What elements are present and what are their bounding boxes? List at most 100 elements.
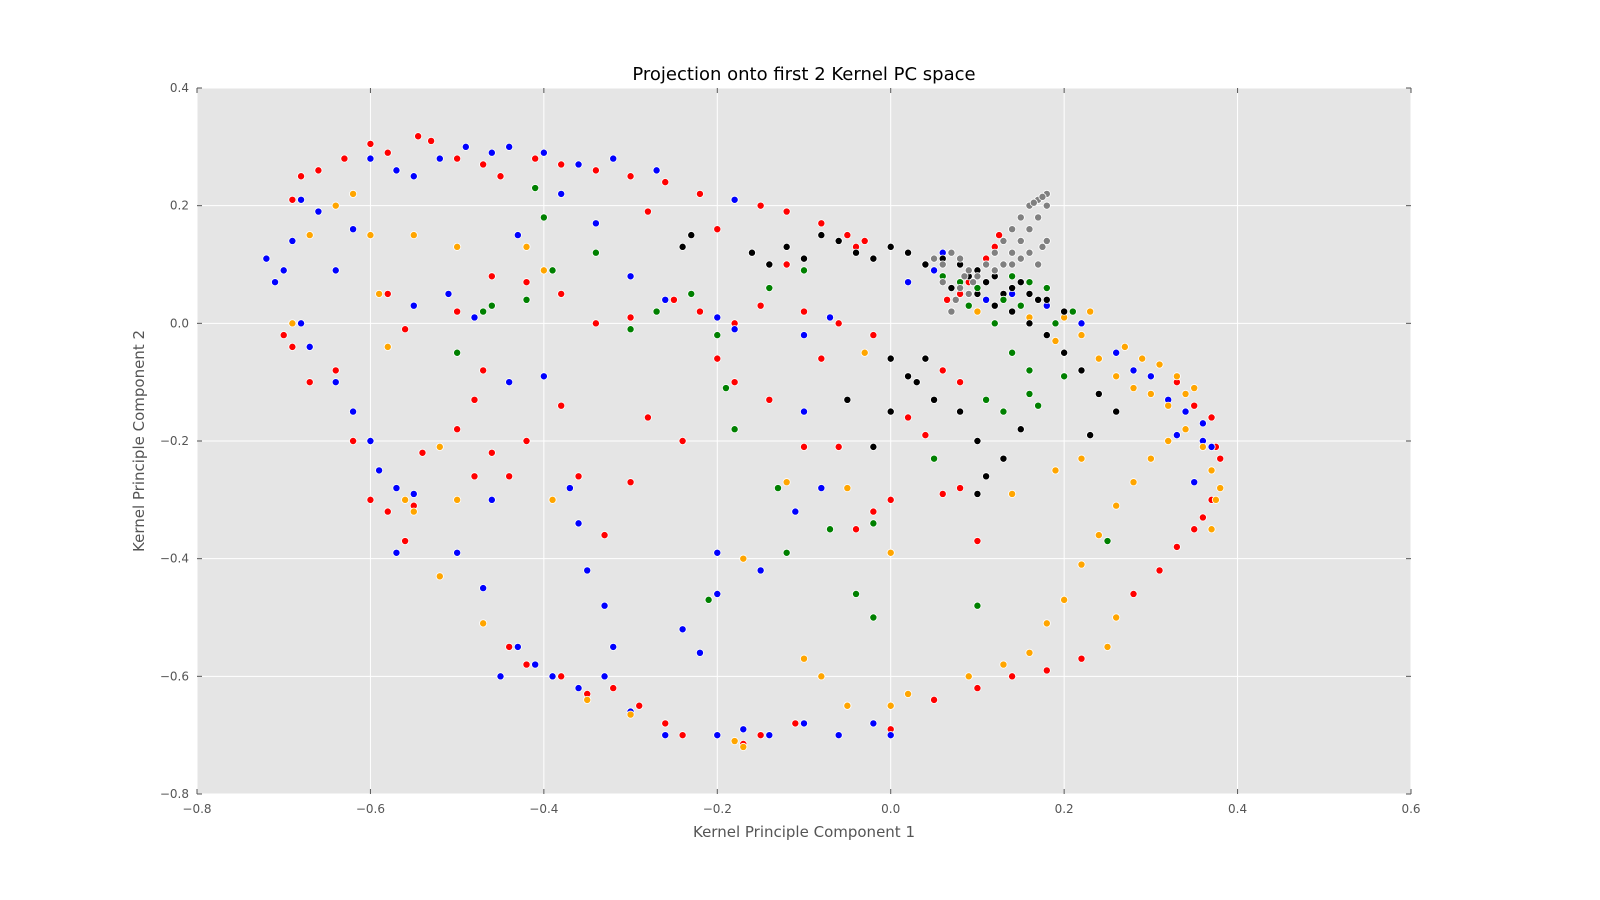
scatter-point: [1112, 501, 1121, 510]
scatter-point: [288, 195, 297, 204]
scatter-point: [782, 548, 791, 557]
scatter-point: [678, 242, 687, 251]
scatter-point: [1207, 466, 1216, 475]
scatter-point: [1172, 542, 1181, 551]
scatter-point: [1060, 595, 1069, 604]
scatter-point: [453, 307, 462, 316]
scatter-point: [349, 189, 358, 198]
scatter-point: [1112, 613, 1121, 622]
scatter-point: [1042, 295, 1051, 304]
scatter-point: [539, 372, 548, 381]
scatter-point: [461, 142, 470, 151]
scatter-point: [1042, 619, 1051, 628]
scatter-point: [782, 260, 791, 269]
scatter-point: [661, 731, 670, 740]
scatter-point: [973, 307, 982, 316]
scatter-point: [297, 172, 306, 181]
scatter-point: [973, 684, 982, 693]
scatter-point: [956, 284, 965, 293]
scatter-point: [951, 295, 960, 304]
scatter-point: [843, 484, 852, 493]
scatter-point: [943, 295, 952, 304]
scatter-point: [557, 672, 566, 681]
scatter-point: [643, 207, 652, 216]
scatter-point: [817, 484, 826, 493]
scatter-point: [531, 184, 540, 193]
scatter-point: [626, 272, 635, 281]
scatter-point: [713, 589, 722, 598]
scatter-point: [999, 260, 1008, 269]
scatter-point: [921, 260, 930, 269]
scatter-point: [1077, 331, 1086, 340]
scatter-point: [834, 731, 843, 740]
scatter-point: [314, 207, 323, 216]
scatter-point: [1051, 336, 1060, 345]
scatter-point: [956, 378, 965, 387]
scatter-point: [869, 507, 878, 516]
scatter-point: [730, 195, 739, 204]
scatter-point: [695, 189, 704, 198]
scatter-point: [1008, 225, 1017, 234]
scatter-point: [522, 242, 531, 251]
scatter-point: [583, 695, 592, 704]
scatter-point: [383, 289, 392, 298]
scatter-point: [331, 366, 340, 375]
scatter-point: [756, 566, 765, 575]
scatter-point: [661, 295, 670, 304]
scatter-point: [843, 231, 852, 240]
scatter-point: [1042, 201, 1051, 210]
scatter-point: [453, 242, 462, 251]
scatter-point: [1164, 401, 1173, 410]
scatter-point: [756, 731, 765, 740]
scatter-point: [366, 231, 375, 240]
scatter-point: [800, 442, 809, 451]
scatter-point: [383, 507, 392, 516]
scatter-point: [678, 625, 687, 634]
scatter-point: [626, 172, 635, 181]
scatter-point: [600, 672, 609, 681]
scatter-point: [765, 284, 774, 293]
scatter-point: [409, 507, 418, 516]
scatter-point: [695, 307, 704, 316]
scatter-point: [730, 425, 739, 434]
scatter-point: [453, 425, 462, 434]
y-tick-label: 0.0: [170, 316, 189, 330]
scatter-point: [522, 295, 531, 304]
scatter-point: [826, 525, 835, 534]
scatter-point: [1060, 348, 1069, 357]
scatter-point: [1207, 442, 1216, 451]
scatter-point: [557, 401, 566, 410]
scatter-point: [600, 601, 609, 610]
x-tick-label: −0.4: [529, 802, 558, 816]
scatter-point: [886, 731, 895, 740]
scatter-point: [999, 236, 1008, 245]
scatter-point: [800, 654, 809, 663]
scatter-point: [1198, 442, 1207, 451]
scatter-point: [453, 348, 462, 357]
scatter-point: [418, 448, 427, 457]
scatter-point: [271, 278, 280, 287]
scatter-point: [800, 266, 809, 275]
scatter-point: [800, 407, 809, 416]
scatter-point: [990, 319, 999, 328]
x-tick-label: 0.0: [881, 802, 900, 816]
scatter-point: [1042, 331, 1051, 340]
scatter-point: [479, 366, 488, 375]
scatter-point: [800, 254, 809, 263]
scatter-point: [1112, 372, 1121, 381]
scatter-point: [1138, 354, 1147, 363]
scatter-point: [964, 301, 973, 310]
scatter-point: [791, 507, 800, 516]
scatter-point: [479, 307, 488, 316]
scatter-point: [1016, 236, 1025, 245]
scatter-point: [643, 413, 652, 422]
scatter-point: [947, 284, 956, 293]
scatter-point: [375, 466, 384, 475]
scatter-point: [288, 319, 297, 328]
scatter-point: [973, 601, 982, 610]
scatter-point: [1008, 284, 1017, 293]
scatter-point: [713, 313, 722, 322]
scatter-point: [860, 348, 869, 357]
scatter-point: [730, 378, 739, 387]
scatter-point: [765, 731, 774, 740]
